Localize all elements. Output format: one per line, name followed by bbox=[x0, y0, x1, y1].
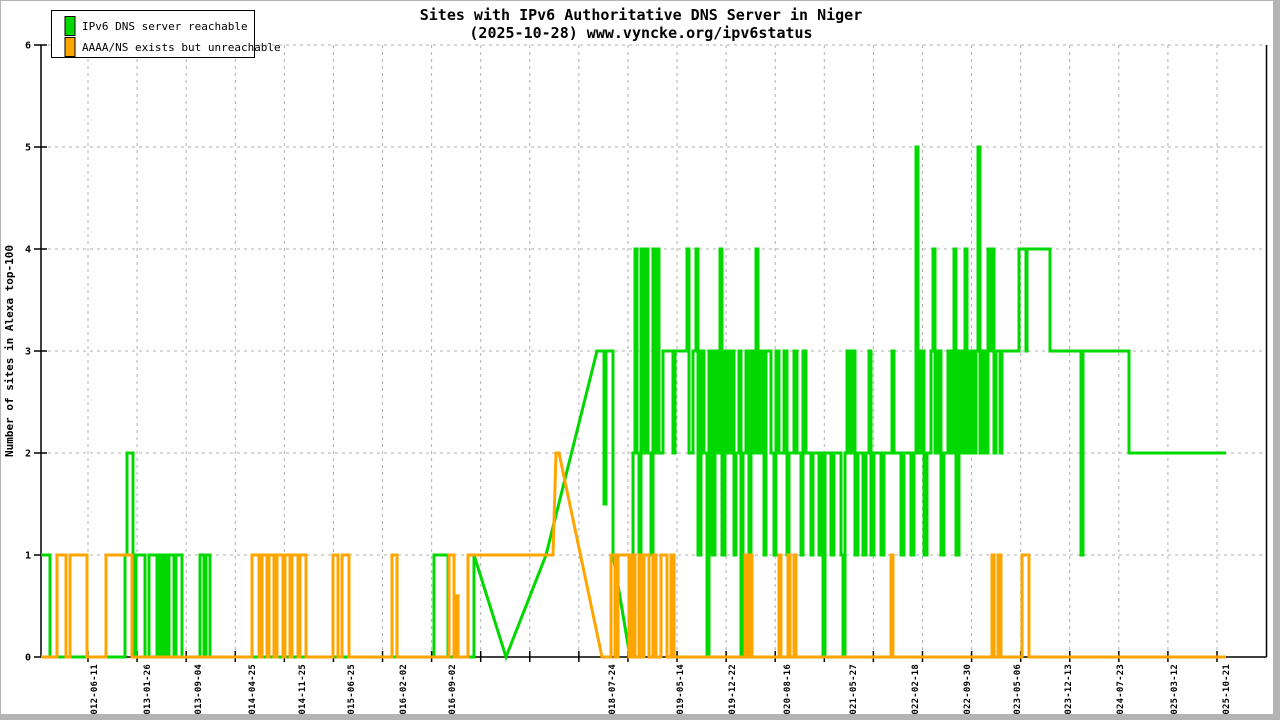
legend-label-reachable: IPv6 DNS server reachable bbox=[82, 20, 248, 33]
y-tick-label: 3 bbox=[25, 347, 31, 358]
x-tick-label: 2022-02-18 bbox=[911, 664, 921, 714]
x-tick-label: 2021-05-27 bbox=[849, 664, 859, 714]
x-tick-label: 2018-07-24 bbox=[608, 664, 618, 714]
x-tick-label: 2016-09-02 bbox=[448, 664, 458, 714]
x-tick-label: 2023-05-06 bbox=[1013, 664, 1023, 714]
y-tick-label: 2 bbox=[25, 449, 31, 460]
x-tick-label: 2019-05-14 bbox=[676, 664, 686, 714]
x-tick-label: 2020-08-16 bbox=[783, 664, 793, 714]
x-tick-label: 2014-04-25 bbox=[248, 664, 258, 714]
series-unreachable-line bbox=[41, 451, 1226, 659]
x-tick-label: 2025-10-21 bbox=[1222, 664, 1232, 714]
y-tick-label: 6 bbox=[25, 41, 31, 52]
legend-label-unreachable: AAAA/NS exists but unreachable bbox=[82, 41, 281, 54]
legend-swatch-reachable-icon bbox=[64, 16, 76, 36]
x-tick-label: 2012-06-11 bbox=[90, 664, 100, 714]
y-tick-label: 5 bbox=[25, 143, 31, 154]
x-tick-label: 2019-12-22 bbox=[728, 664, 738, 714]
legend-box: IPv6 DNS server reachable AAAA/NS exists… bbox=[51, 10, 281, 58]
series-reachable-line bbox=[41, 145, 1226, 662]
plot-area: 0 1 2 3 4 5 6 2012-06-11 2013-01-26 2013-09-04 201… bbox=[25, 41, 1268, 714]
legend-frame bbox=[51, 10, 255, 58]
x-tick-label: 2014-11-25 bbox=[298, 664, 308, 714]
chart-subtitle: (2025-10-28) www.vyncke.org/ipv6status bbox=[469, 24, 812, 42]
y-tick-label: 0 bbox=[25, 653, 31, 664]
x-tick-label: 2025-03-12 bbox=[1170, 664, 1180, 714]
x-tick-label: 2023-12-13 bbox=[1064, 664, 1074, 714]
x-tick-label: 2024-07-23 bbox=[1116, 664, 1126, 714]
x-tick-label: 2013-09-04 bbox=[194, 664, 204, 714]
chart-title: Sites with IPv6 Authoritative DNS Server… bbox=[420, 6, 863, 24]
x-tick-label: 2022-09-30 bbox=[963, 664, 973, 714]
x-tick-label: 2015-06-25 bbox=[347, 664, 357, 714]
x-tick-label: 2013-01-26 bbox=[143, 664, 153, 714]
y-tick-label: 1 bbox=[25, 551, 31, 562]
legend-swatch-unreachable-icon bbox=[64, 37, 76, 57]
x-tick-label: 2016-02-02 bbox=[399, 664, 409, 714]
y-axis-label: Number of sites in Alexa top-100 bbox=[3, 245, 16, 457]
y-tick-label: 4 bbox=[25, 245, 31, 256]
